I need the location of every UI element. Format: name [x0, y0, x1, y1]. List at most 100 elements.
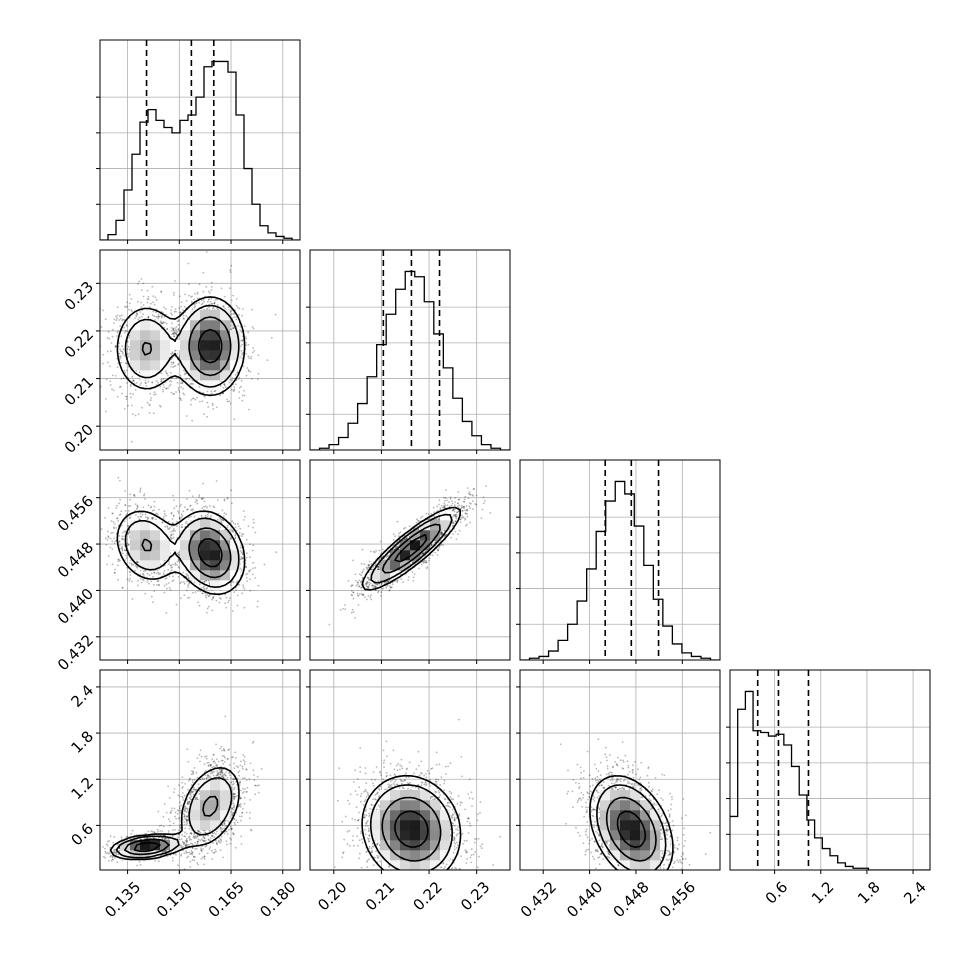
- sample-point: [466, 515, 469, 518]
- y-tick-label-2-2: 0.448: [54, 538, 97, 581]
- sample-point: [130, 298, 133, 300]
- sample-point: [238, 532, 241, 534]
- sample-point: [235, 304, 238, 307]
- sample-point: [233, 389, 236, 392]
- sample-point: [161, 521, 164, 524]
- sample-point: [112, 512, 114, 515]
- sample-point: [209, 505, 211, 507]
- density-cell: [180, 340, 191, 351]
- sample-point: [167, 528, 169, 530]
- sample-point: [180, 516, 183, 519]
- sample-point: [230, 328, 233, 331]
- sample-point: [172, 536, 175, 539]
- sample-point: [119, 315, 121, 318]
- sample-point: [201, 302, 204, 305]
- sample-point: [171, 537, 174, 540]
- sample-point: [156, 572, 158, 575]
- sample-point: [118, 514, 121, 516]
- sample-point: [134, 389, 137, 391]
- sample-point: [109, 380, 112, 383]
- sample-point: [186, 508, 189, 511]
- sample-point: [126, 369, 128, 372]
- sample-point: [188, 577, 190, 580]
- sample-point: [184, 293, 187, 296]
- sample-point: [240, 569, 243, 571]
- sample-point: [425, 561, 428, 564]
- density-cell: [230, 560, 241, 571]
- sample-point: [207, 298, 210, 301]
- density-cell: [190, 530, 201, 541]
- sample-point: [133, 380, 135, 382]
- sample-point: [149, 506, 152, 509]
- sample-point: [123, 354, 126, 357]
- sample-point: [485, 485, 487, 487]
- sample-point: [228, 381, 231, 384]
- sample-point: [173, 393, 176, 395]
- sample-point: [208, 582, 211, 584]
- sample-point: [232, 294, 235, 297]
- sample-point: [178, 329, 181, 332]
- sample-point: [129, 385, 132, 388]
- sample-point: [210, 289, 213, 291]
- sample-point: [158, 584, 161, 587]
- sample-point: [155, 299, 158, 301]
- sample-point: [149, 392, 152, 395]
- sample-point: [166, 525, 168, 527]
- density-cell: [150, 340, 161, 351]
- sample-point: [148, 403, 150, 406]
- sample-point: [211, 609, 214, 612]
- density-cell: [140, 550, 151, 561]
- sample-point: [463, 500, 466, 503]
- sample-point: [177, 338, 179, 340]
- sample-point: [121, 586, 124, 589]
- sample-point: [107, 361, 109, 364]
- sample-point: [128, 293, 131, 296]
- sample-point: [175, 505, 178, 508]
- sample-point: [124, 549, 126, 552]
- sample-point: [206, 593, 209, 596]
- sample-point: [242, 533, 245, 535]
- sample-point: [235, 589, 237, 592]
- sample-point: [238, 376, 241, 379]
- sample-point: [252, 561, 255, 564]
- sample-point: [205, 588, 208, 590]
- sample-point: [157, 583, 160, 586]
- sample-point: [223, 512, 226, 514]
- sample-point: [124, 329, 127, 332]
- sample-point: [245, 344, 248, 346]
- sample-point: [187, 584, 190, 587]
- sample-point: [200, 514, 203, 517]
- sample-point: [150, 302, 152, 305]
- sample-point: [170, 534, 173, 537]
- sample-point: [117, 330, 119, 332]
- sample-point: [126, 395, 128, 398]
- sample-point: [140, 515, 143, 518]
- sample-point: [219, 597, 221, 599]
- sample-point: [145, 382, 147, 384]
- density-cell: [200, 520, 211, 531]
- sample-point: [130, 440, 133, 443]
- sample-point: [118, 544, 121, 547]
- sample-point: [131, 310, 133, 313]
- sample-point: [129, 577, 132, 580]
- sample-point: [226, 497, 229, 500]
- density-cell: [210, 580, 221, 591]
- sample-point: [179, 311, 182, 313]
- sample-point: [174, 530, 177, 532]
- sample-point: [168, 528, 171, 530]
- sample-point: [223, 515, 225, 518]
- sample-point: [240, 551, 243, 554]
- sample-point: [422, 562, 425, 564]
- sample-point: [167, 374, 169, 377]
- sample-point: [131, 580, 133, 583]
- sample-point: [109, 546, 112, 549]
- sample-point: [92, 524, 94, 526]
- sample-point: [368, 578, 371, 581]
- sample-point: [227, 601, 230, 604]
- density-cell: [180, 530, 191, 541]
- sample-point: [120, 510, 123, 513]
- sample-point: [189, 383, 191, 386]
- sample-point: [160, 372, 163, 375]
- sample-point: [105, 398, 107, 400]
- sample-point: [110, 520, 113, 522]
